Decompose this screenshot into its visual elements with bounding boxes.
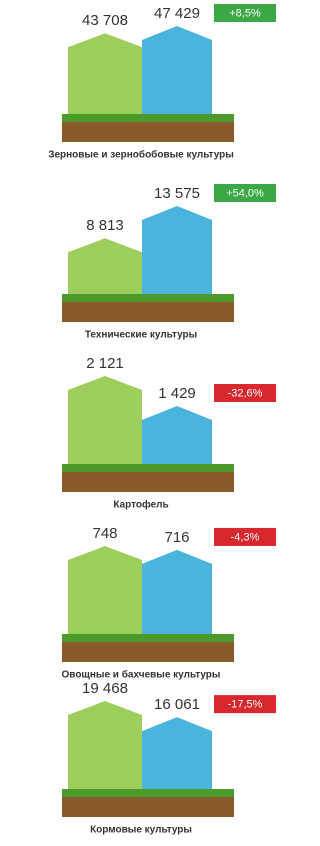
value-label: 716	[164, 529, 189, 546]
grass	[62, 634, 234, 642]
crop-bar	[68, 701, 142, 793]
grass	[62, 294, 234, 302]
grass	[62, 464, 234, 472]
value-label: 8 813	[86, 217, 124, 234]
crop-bar	[142, 550, 212, 638]
panel-title: Картофель	[113, 499, 168, 511]
change-label: -4,3%	[231, 531, 260, 543]
soil	[62, 472, 234, 492]
crop-bar	[142, 717, 212, 793]
value-label: 43 708	[82, 12, 128, 29]
crop-bar	[142, 26, 212, 118]
soil	[62, 302, 234, 322]
panel-title: Зерновые и зернобобовые культуры	[48, 149, 234, 161]
value-label: 47 429	[154, 5, 200, 22]
crop-bar	[142, 406, 212, 468]
panel-title: Технические культуры	[85, 330, 197, 341]
value-label: 2 121	[86, 355, 124, 372]
value-label: 19 468	[82, 680, 128, 697]
crop-bar	[68, 33, 142, 118]
soil	[62, 122, 234, 142]
crop-bar	[68, 546, 142, 638]
change-label: +8,5%	[229, 7, 261, 19]
change-label: -17,5%	[228, 699, 263, 711]
crop-bar	[68, 238, 142, 298]
value-label: 1 429	[158, 385, 196, 402]
panel-title: Кормовые культуры	[90, 825, 192, 836]
value-label: 16 061	[154, 696, 200, 713]
infographic: 43 708 47 429 +8,5% Зерновые и зернобобовые…	[0, 0, 283, 841]
crop-bar	[68, 376, 142, 468]
panel-title: Овощные и бахчевые культуры	[62, 669, 221, 681]
soil	[62, 797, 234, 817]
change-label: +54,0%	[226, 187, 264, 199]
value-label: 13 575	[154, 185, 200, 202]
grass	[62, 789, 234, 797]
grass	[62, 114, 234, 122]
value-label: 748	[92, 525, 117, 542]
soil	[62, 642, 234, 662]
change-label: -32,6%	[228, 387, 263, 399]
crop-bar	[142, 206, 212, 298]
